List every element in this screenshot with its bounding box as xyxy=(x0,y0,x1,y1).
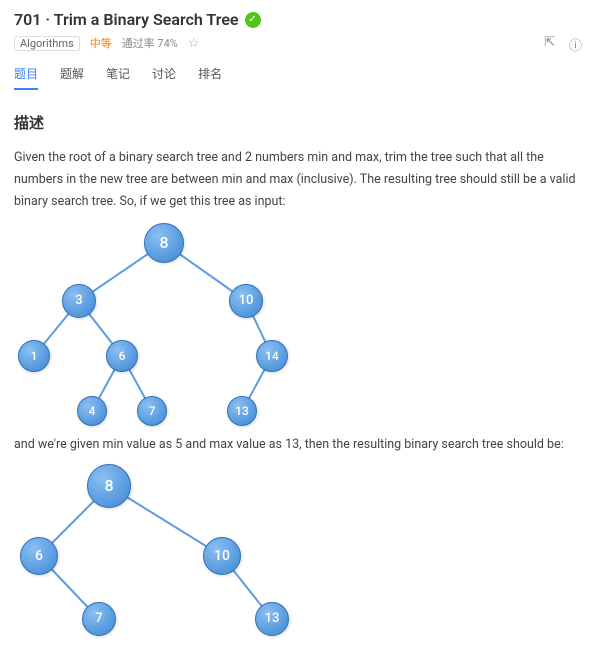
tree-node: 7 xyxy=(137,396,167,426)
tree-node: 1 xyxy=(18,340,50,372)
header-action-icons: ⇱ ⓘ xyxy=(544,35,586,54)
meta-row: Algorithms 中等 通过率 74% ☆ xyxy=(14,35,586,51)
tree-node: 10 xyxy=(229,284,263,318)
tab-bar: 题目题解笔记讨论排名 xyxy=(0,65,600,90)
tree-node: 10 xyxy=(203,537,241,575)
category-tag[interactable]: Algorithms xyxy=(14,36,80,51)
title-row: 701 · Trim a Binary Search Tree ✓ xyxy=(14,10,586,29)
problem-header: 701 · Trim a Binary Search Tree ✓ Algori… xyxy=(0,0,600,51)
content-area: 描述 Given the root of a binary search tre… xyxy=(0,90,600,661)
tree-node: 14 xyxy=(256,340,288,372)
solved-check-icon: ✓ xyxy=(245,12,261,28)
tree-node: 13 xyxy=(227,396,257,426)
tree-node: 8 xyxy=(87,464,131,508)
tree-node: 4 xyxy=(77,396,107,426)
favorite-star-icon[interactable]: ☆ xyxy=(188,36,200,51)
tab-discuss[interactable]: 讨论 xyxy=(152,65,176,90)
problem-name: Trim a Binary Search Tree xyxy=(54,10,239,29)
tree-node: 6 xyxy=(106,340,138,372)
pass-rate: 通过率 74% xyxy=(122,35,178,51)
difficulty-label: 中等 xyxy=(90,35,112,51)
tab-rank[interactable]: 排名 xyxy=(198,65,222,90)
share-icon[interactable]: ⇱ xyxy=(544,35,555,54)
problem-title: 701 · Trim a Binary Search Tree xyxy=(14,10,239,29)
info-icon[interactable]: ⓘ xyxy=(569,35,582,54)
tab-notes[interactable]: 笔记 xyxy=(106,65,130,90)
description-heading: 描述 xyxy=(14,112,586,133)
tree-diagram-input: 8 3 10 1 6 14 47 13 xyxy=(14,221,314,426)
tree-node: 13 xyxy=(255,602,289,636)
tree-node: 3 xyxy=(62,284,96,318)
description-para-1: Given the root of a binary search tree a… xyxy=(14,147,586,213)
tree-node: 8 xyxy=(144,223,184,263)
description-para-2: and we're given min value as 5 and max v… xyxy=(14,434,586,456)
tree-diagram-output: 86 10 7 13 xyxy=(14,464,314,639)
tree-node: 6 xyxy=(20,537,58,575)
tab-desc[interactable]: 题目 xyxy=(14,65,38,90)
tab-solution[interactable]: 题解 xyxy=(60,65,84,90)
problem-number: 701 xyxy=(14,10,41,29)
tree-node: 7 xyxy=(82,602,116,636)
